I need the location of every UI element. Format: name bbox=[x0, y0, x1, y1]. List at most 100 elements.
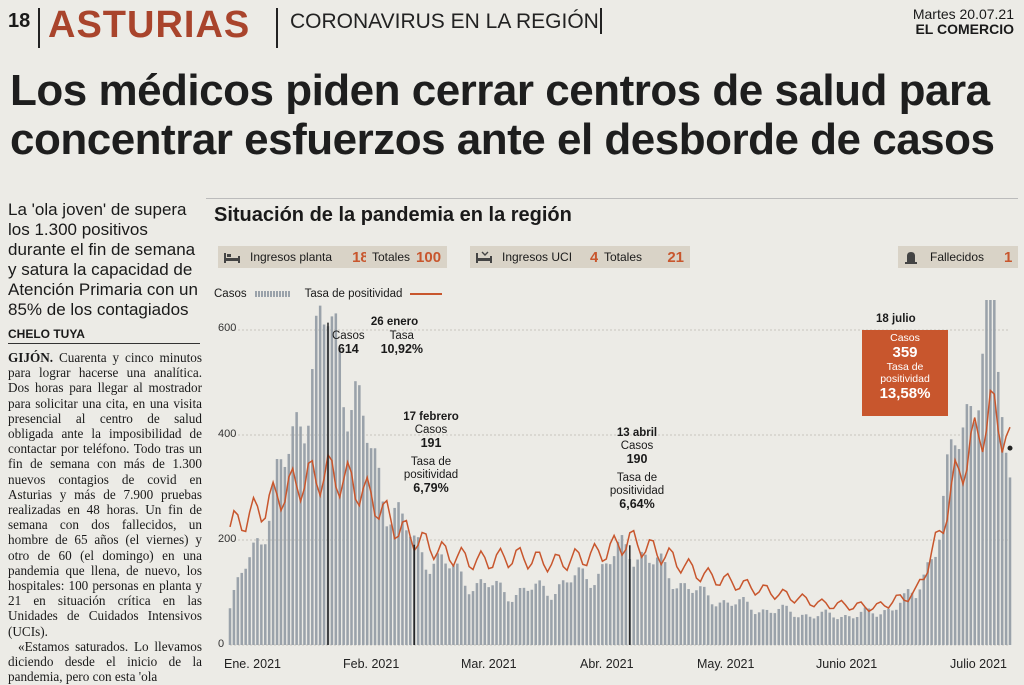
casos-bar bbox=[765, 609, 769, 645]
casos-bar bbox=[589, 587, 592, 645]
casos-bar bbox=[840, 616, 843, 645]
casos-bar bbox=[459, 571, 463, 645]
casos-bar bbox=[930, 559, 933, 645]
casos-bar bbox=[773, 613, 777, 645]
casos-bar bbox=[722, 600, 726, 645]
casos-bar bbox=[632, 566, 635, 645]
casos-bar bbox=[299, 426, 302, 645]
casos-bar bbox=[546, 595, 549, 645]
casos-bar bbox=[949, 439, 953, 645]
planta-value: 18 bbox=[352, 248, 369, 266]
casos-bar bbox=[675, 588, 679, 645]
casos-bar bbox=[918, 589, 922, 645]
casos-bar bbox=[679, 583, 683, 645]
casos-bar bbox=[734, 604, 737, 645]
casos-bar bbox=[475, 583, 479, 645]
casos-bar bbox=[373, 448, 377, 645]
casos-bar bbox=[550, 599, 553, 645]
casos-bar bbox=[612, 556, 616, 645]
casos-bar bbox=[275, 459, 279, 645]
casos-bar bbox=[910, 592, 914, 645]
casos-bar bbox=[640, 551, 643, 645]
casos-bar bbox=[648, 562, 651, 645]
casos-bar bbox=[836, 619, 839, 645]
ann-apr-tasa: 6,64% bbox=[619, 497, 655, 511]
casos-bar bbox=[256, 538, 259, 645]
page-number: 18 bbox=[8, 10, 31, 32]
casos-bar bbox=[659, 553, 663, 645]
casos-bar bbox=[530, 589, 534, 645]
casos-bar bbox=[973, 422, 976, 645]
casos-bar bbox=[605, 563, 608, 645]
casos-bar bbox=[354, 381, 357, 645]
casos-bar bbox=[401, 513, 404, 645]
annotation-jul-callout: Casos 359 Tasa de positividad 13,58% bbox=[862, 330, 948, 416]
casos-bar bbox=[534, 583, 537, 645]
x-tick-label: Mar. 2021 bbox=[461, 657, 517, 671]
ann-jul-casos-label: Casos bbox=[890, 332, 920, 344]
casos-bar bbox=[785, 605, 788, 645]
casos-bar bbox=[969, 406, 973, 645]
casos-bar bbox=[761, 609, 765, 645]
annotation-jan: 26 enero Casos 614 Tasa 10,92% bbox=[332, 316, 423, 357]
casos-bar bbox=[652, 564, 655, 645]
uci-total-value: 21 bbox=[667, 248, 684, 266]
casos-bar bbox=[526, 590, 530, 645]
casos-bar bbox=[507, 601, 510, 645]
header-divider bbox=[600, 8, 602, 34]
casos-bar bbox=[993, 300, 996, 645]
casos-bar bbox=[342, 407, 345, 645]
casos-bar bbox=[965, 404, 969, 645]
casos-bar bbox=[875, 616, 879, 645]
pandemic-chart bbox=[228, 300, 1013, 646]
subheadline: La 'ola joven' de supera los 1.300 posit… bbox=[8, 200, 198, 319]
casos-bar bbox=[267, 520, 271, 645]
casos-bar bbox=[405, 530, 408, 645]
casos-bar bbox=[738, 599, 741, 645]
casos-bar bbox=[228, 608, 232, 645]
ann-jan-date: 26 enero bbox=[370, 316, 419, 328]
casos-bar bbox=[248, 557, 251, 645]
casos-bar bbox=[898, 602, 902, 645]
casos-bar bbox=[800, 614, 804, 645]
uci-label: Ingresos UCI bbox=[502, 250, 573, 264]
tasa-positividad-line bbox=[229, 388, 1011, 613]
casos-bar bbox=[753, 614, 757, 645]
casos-bar bbox=[361, 415, 365, 645]
casos-bar bbox=[902, 593, 906, 645]
casos-bar bbox=[1004, 452, 1008, 645]
casos-bar bbox=[946, 454, 949, 645]
casos-bar bbox=[985, 300, 988, 645]
ann-jan-tasa: 10,92% bbox=[380, 342, 424, 356]
casos-bar bbox=[279, 459, 283, 645]
stat-ingresos-planta: Ingresos planta 18 bbox=[218, 246, 375, 268]
chart-title: Situación de la pandemia en la región bbox=[214, 204, 572, 226]
uci-total-label: Totales bbox=[604, 250, 643, 264]
casos-bar bbox=[914, 598, 918, 645]
casos-bar bbox=[1000, 417, 1004, 645]
casos-bar bbox=[311, 369, 314, 645]
legend-casos-label: Casos bbox=[214, 288, 247, 300]
casos-bar bbox=[260, 544, 263, 645]
casos-bar bbox=[252, 542, 255, 645]
chart-legend: Casos Tasa de positividad bbox=[214, 288, 443, 300]
casos-bar bbox=[710, 604, 714, 645]
casos-bar bbox=[244, 568, 247, 645]
casos-bar bbox=[1008, 477, 1012, 645]
casos-bar bbox=[804, 614, 808, 645]
casos-bar bbox=[479, 579, 483, 645]
casos-bar bbox=[436, 553, 440, 645]
y-tick-label: 600 bbox=[218, 322, 237, 334]
legend-casos-swatch bbox=[254, 291, 291, 297]
section-title: ASTURIAS bbox=[48, 4, 251, 46]
casos-bar bbox=[824, 609, 828, 645]
casos-bar bbox=[961, 427, 965, 645]
ann-apr-tasa-label: Tasa de positividad bbox=[609, 472, 665, 497]
casos-bar bbox=[624, 544, 628, 645]
ann-feb-casos: 191 bbox=[420, 436, 442, 450]
casos-bar bbox=[844, 615, 847, 645]
y-tick-label: 0 bbox=[218, 638, 225, 650]
casos-bar bbox=[718, 602, 722, 645]
casos-bar bbox=[495, 580, 498, 645]
casos-bar bbox=[283, 466, 287, 645]
